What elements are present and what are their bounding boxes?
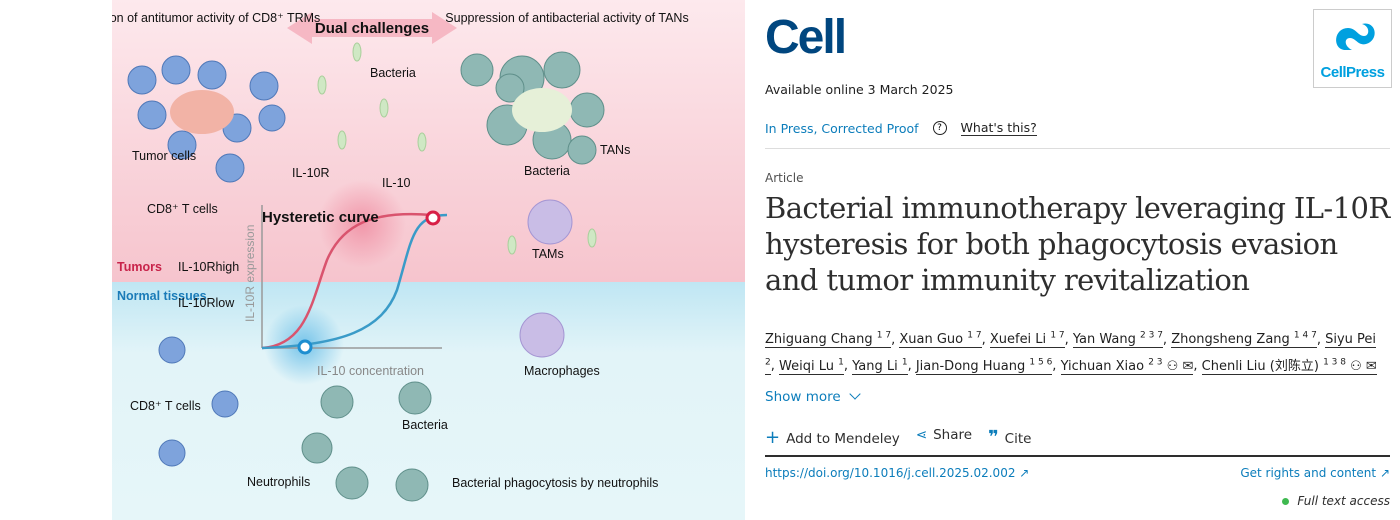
- dual-arrow: [287, 12, 457, 44]
- svg-text:Hysteretic curve: Hysteretic curve: [262, 209, 379, 226]
- author-name: Zhongsheng Zang: [1171, 332, 1290, 348]
- svg-text:Bacterial phagocytosis by neut: Bacterial phagocytosis by neutrophils: [452, 476, 658, 490]
- svg-text:Bacteria: Bacteria: [402, 418, 448, 432]
- author-name: Yichuan Xiao: [1060, 358, 1145, 374]
- svg-text:Bacteria: Bacteria: [524, 164, 570, 178]
- left-heading: Reinvigoration of antitumor activity of …: [112, 11, 320, 25]
- svg-text:IL-10R expression: IL-10R expression: [243, 225, 257, 322]
- author-name: Yan Wang: [1072, 332, 1136, 348]
- quote-icon: ❞: [988, 427, 999, 448]
- get-rights-link[interactable]: Get rights and content ↗: [1240, 466, 1390, 480]
- cellpress-mark-icon: [1336, 23, 1375, 50]
- svg-text:Tumor cells: Tumor cells: [132, 149, 196, 163]
- author-link[interactable]: Chenli Liu (刘陈立) 1 3 8 ⚇ ✉: [1201, 357, 1377, 375]
- author-name: Yang Li: [852, 358, 898, 374]
- svg-text:Macrophages: Macrophages: [524, 364, 600, 378]
- doi-link[interactable]: https://doi.org/10.1016/j.cell.2025.02.0…: [765, 466, 1030, 480]
- divider: [765, 455, 1390, 457]
- status-dot-icon: [1282, 497, 1290, 505]
- chevron-down-icon: [849, 388, 861, 400]
- svg-text:Tumors: Tumors: [117, 260, 162, 274]
- person-icon: ⚇: [1350, 358, 1362, 374]
- author-link[interactable]: Yang Li 1: [852, 357, 908, 375]
- whats-this-link[interactable]: What's this?: [960, 120, 1037, 136]
- svg-text:IL-10 concentration: IL-10 concentration: [317, 364, 424, 378]
- author-name: Jian-Dong Huang: [915, 358, 1026, 374]
- share-button[interactable]: ⋖ Share: [915, 427, 973, 443]
- svg-text:IL-10: IL-10: [382, 176, 411, 190]
- help-icon[interactable]: ?: [932, 121, 947, 135]
- cells: [127, 55, 286, 467]
- author-link[interactable]: Xuefei Li 1 7: [989, 331, 1065, 349]
- cell-journal-logo[interactable]: Cell: [765, 11, 847, 64]
- svg-text:IL-10Rhigh: IL-10Rhigh: [178, 260, 239, 274]
- external-link-icon: ↗: [1019, 466, 1030, 480]
- share-icon: ⋖: [915, 427, 928, 443]
- affiliation-sup: 1: [838, 357, 844, 368]
- author-link[interactable]: Yan Wang 2 3 7: [1072, 331, 1163, 349]
- svg-text:Bacteria: Bacteria: [370, 66, 416, 80]
- center-heading: Dual challenges: [315, 20, 429, 37]
- tumor-curve: [261, 212, 433, 350]
- svg-text:Neutrophils: Neutrophils: [247, 475, 310, 489]
- author-link[interactable]: Jian-Dong Huang 1 5 6: [915, 357, 1053, 375]
- article-title: Bacterial immunotherapy leveraging IL-10…: [765, 191, 1390, 297]
- graphical-abstract: Reinvigoration of antitumor activity of …: [112, 0, 745, 520]
- email-icon: ✉: [1365, 358, 1377, 374]
- tumor-region: [112, 0, 745, 282]
- author-name: Xuan Guo: [899, 332, 964, 348]
- author-name: Weiqi Lu: [779, 358, 834, 374]
- add-to-mendeley-button[interactable]: + Add to Mendeley: [765, 427, 900, 448]
- svg-text:TANs: TANs: [600, 143, 630, 157]
- email-icon: ✉: [1182, 358, 1194, 374]
- svg-text:Normal tissues: Normal tissues: [117, 289, 207, 303]
- author-link[interactable]: Zhiguang Chang 1 7: [765, 331, 892, 349]
- author-link[interactable]: Zhongsheng Zang 1 4 7: [1171, 331, 1317, 349]
- external-link-icon: ↗: [1379, 466, 1390, 480]
- affiliation-sup: 1 3 8: [1323, 357, 1346, 368]
- cellpress-logo[interactable]: CellPress: [1313, 9, 1392, 88]
- article-type: Article: [765, 171, 804, 185]
- author-link[interactable]: Siyu Pei 2: [765, 332, 1377, 375]
- svg-text:CD8⁺ T cells: CD8⁺ T cells: [147, 202, 218, 216]
- author-name: Chenli Liu (刘陈立): [1201, 358, 1319, 374]
- show-more-button[interactable]: Show more: [765, 388, 1390, 405]
- svg-text:TAMs: TAMs: [532, 247, 564, 261]
- right-heading: Suppression of antibacterial activity of…: [445, 11, 688, 25]
- available-online: Available online 3 March 2025: [765, 82, 954, 97]
- cite-button[interactable]: ❞ Cite: [988, 427, 1032, 448]
- author-link[interactable]: Xuan Guo 1 7: [899, 331, 982, 349]
- affiliation-sup: 1 5 6: [1029, 357, 1053, 368]
- author-name: Zhiguang Chang: [765, 332, 873, 348]
- svg-text:IL-10R: IL-10R: [292, 166, 330, 180]
- author-name: Siyu Pei: [1325, 332, 1377, 348]
- affiliation-sup: 1: [901, 357, 908, 368]
- svg-text:CD8⁺ T cells: CD8⁺ T cells: [130, 399, 201, 413]
- author-link[interactable]: Weiqi Lu 1: [779, 357, 844, 375]
- affiliation-sup: 1 7: [876, 331, 892, 341]
- divider: [765, 148, 1390, 149]
- author-name: Xuefei Li: [989, 332, 1047, 348]
- author-list: Zhiguang Chang 1 7, Xuan Guo 1 7, Xuefei…: [765, 331, 1377, 375]
- plus-icon: +: [765, 427, 781, 448]
- affiliation-sup: 2 3 7: [1140, 331, 1163, 341]
- affiliation-sup: 1 7: [967, 331, 982, 341]
- access-status: Full text access: [1282, 494, 1390, 508]
- affiliation-sup: 1 4 7: [1293, 331, 1317, 341]
- normal-curve: [261, 213, 448, 350]
- person-icon: ⚇: [1166, 358, 1179, 374]
- article-status: In Press, Corrected Proof: [765, 120, 919, 136]
- affiliation-sup: 1 7: [1050, 331, 1065, 341]
- author-link[interactable]: Yichuan Xiao 2 3 ⚇ ✉: [1060, 357, 1194, 375]
- affiliation-sup: 2 3: [1148, 357, 1163, 368]
- svg-text:IL-10Rlow: IL-10Rlow: [178, 296, 235, 310]
- affiliation-sup: 2: [765, 357, 771, 368]
